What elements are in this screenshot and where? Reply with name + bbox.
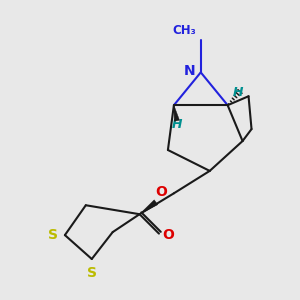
Text: H: H: [172, 118, 182, 131]
Text: S: S: [87, 266, 97, 280]
Text: O: O: [155, 185, 167, 199]
Polygon shape: [140, 200, 158, 214]
Text: O: O: [162, 228, 174, 242]
Text: N: N: [184, 64, 195, 78]
Polygon shape: [174, 105, 179, 121]
Text: CH₃: CH₃: [172, 24, 196, 37]
Text: H: H: [233, 85, 244, 99]
Text: S: S: [48, 228, 58, 242]
